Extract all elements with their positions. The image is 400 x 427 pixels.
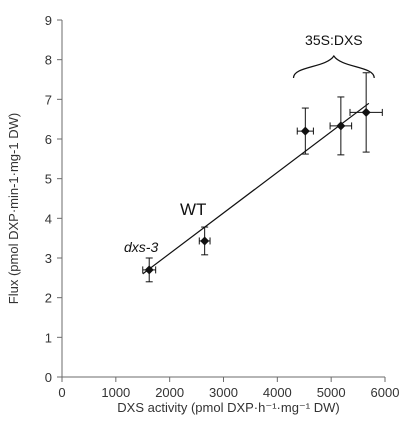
annotation-wt: WT <box>180 200 206 219</box>
y-tick-label: 1 <box>45 330 52 345</box>
chart-annotations: dxs-3 WT 35S:DXS <box>124 32 375 255</box>
data-point <box>198 226 211 256</box>
diamond-marker <box>300 126 310 136</box>
x-tick-label: 1000 <box>101 385 130 400</box>
x-tick-label: 6000 <box>371 385 400 400</box>
data-point <box>329 96 353 156</box>
x-tick-label: 0 <box>58 385 65 400</box>
brace-bracket <box>292 54 375 79</box>
y-tick-label: 4 <box>45 211 52 226</box>
y-tick-label: 8 <box>45 53 52 68</box>
chart-points <box>142 72 383 283</box>
data-point <box>142 257 157 283</box>
diamond-marker <box>200 236 210 246</box>
y-tick-label: 3 <box>45 251 52 266</box>
trendline <box>142 102 370 275</box>
data-point <box>296 107 314 155</box>
y-tick-label: 9 <box>45 13 52 28</box>
x-tick-label: 5000 <box>317 385 346 400</box>
y-tick-label: 2 <box>45 291 52 306</box>
y-tick-label: 6 <box>45 132 52 147</box>
data-point <box>349 72 383 153</box>
y-tick-label: 5 <box>45 172 52 187</box>
x-tick-label: 2000 <box>155 385 184 400</box>
x-tick-label: 4000 <box>263 385 292 400</box>
annotation-35s-dxs: 35S:DXS <box>305 32 363 48</box>
diamond-marker <box>361 107 371 117</box>
chart-axes <box>61 20 385 378</box>
x-tick-label: 3000 <box>209 385 238 400</box>
y-tick-label: 7 <box>45 92 52 107</box>
y-axis-label: Flux (pmol DXP·min-1·mg-1 DW) <box>6 113 21 304</box>
diamond-marker <box>336 121 346 131</box>
y-tick-label: 0 <box>45 370 52 385</box>
chart-ticks: 0 1000 2000 3000 4000 5000 6000 0 1 2 3 4 5 6 7 8 9 <box>45 13 400 400</box>
diamond-marker <box>144 265 154 275</box>
annotation-dxs-3: dxs-3 <box>124 239 158 255</box>
x-axis-label: DXS activity (pmol DXP·h⁻¹·mg⁻¹ DW) <box>117 400 339 415</box>
